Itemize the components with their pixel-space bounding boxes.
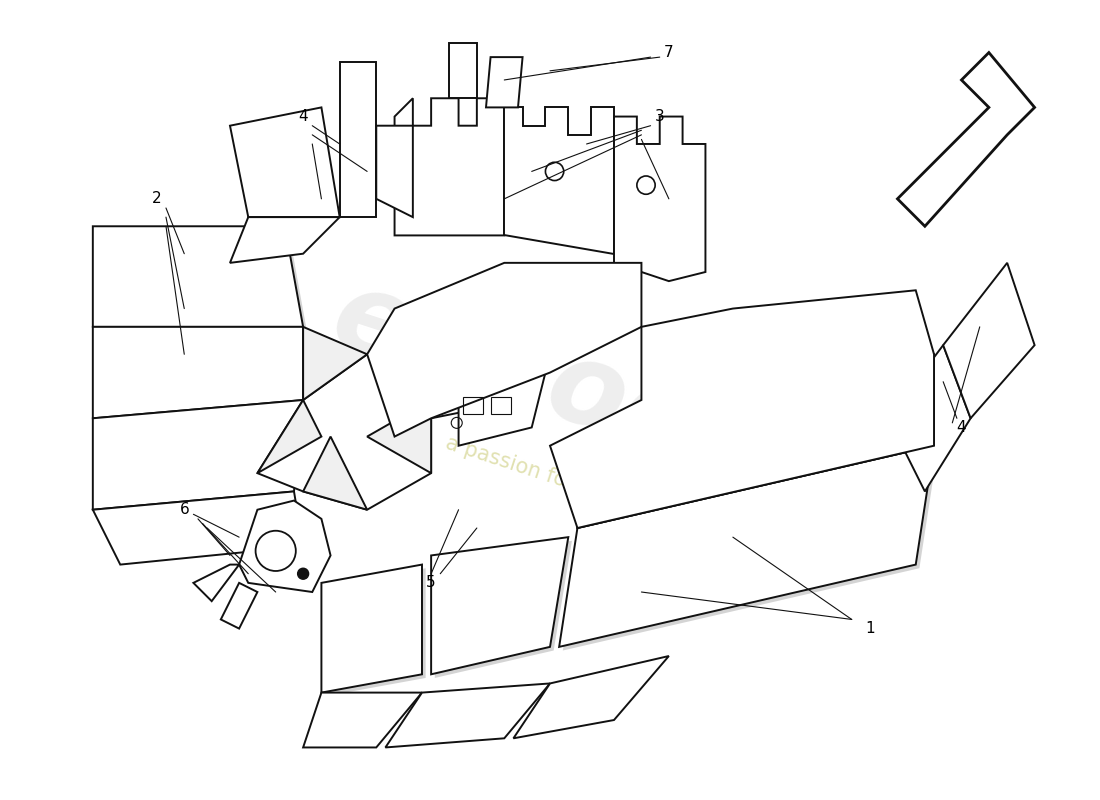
Text: 4: 4: [298, 109, 308, 124]
Polygon shape: [230, 217, 340, 263]
Polygon shape: [321, 565, 422, 693]
Polygon shape: [221, 583, 257, 629]
Text: 3: 3: [654, 109, 664, 124]
Polygon shape: [257, 400, 321, 473]
Polygon shape: [943, 263, 1035, 418]
Polygon shape: [376, 126, 412, 217]
Polygon shape: [92, 491, 304, 565]
Polygon shape: [459, 354, 550, 446]
Polygon shape: [434, 541, 572, 678]
Polygon shape: [326, 568, 426, 696]
Polygon shape: [563, 450, 937, 650]
Polygon shape: [230, 107, 340, 217]
Polygon shape: [239, 501, 331, 592]
Polygon shape: [97, 230, 307, 330]
Polygon shape: [340, 62, 376, 217]
Polygon shape: [92, 400, 304, 510]
Text: 6: 6: [179, 502, 189, 518]
Text: 5: 5: [427, 575, 436, 590]
Polygon shape: [581, 358, 937, 532]
Polygon shape: [898, 53, 1035, 226]
Bar: [463, 398, 483, 414]
Polygon shape: [194, 565, 239, 601]
Text: 1: 1: [866, 621, 874, 636]
Polygon shape: [304, 327, 367, 400]
Polygon shape: [559, 446, 934, 647]
Text: 4: 4: [957, 420, 966, 435]
Text: 2: 2: [152, 191, 162, 206]
Polygon shape: [578, 354, 934, 528]
Polygon shape: [550, 290, 934, 528]
Polygon shape: [514, 656, 669, 738]
Polygon shape: [92, 226, 304, 327]
Bar: [491, 398, 510, 414]
Polygon shape: [431, 537, 569, 674]
Polygon shape: [304, 437, 367, 510]
Polygon shape: [367, 400, 431, 473]
Text: echoes: echoes: [319, 259, 781, 504]
Polygon shape: [367, 263, 641, 437]
Polygon shape: [257, 354, 431, 510]
Polygon shape: [92, 327, 304, 418]
Polygon shape: [304, 693, 422, 747]
Text: a passion for parts since 1985: a passion for parts since 1985: [443, 434, 749, 550]
Polygon shape: [431, 290, 550, 418]
Text: 7: 7: [664, 45, 673, 60]
Polygon shape: [450, 43, 477, 98]
Polygon shape: [889, 345, 970, 491]
Polygon shape: [504, 107, 614, 254]
Circle shape: [298, 568, 309, 579]
Polygon shape: [486, 57, 522, 107]
Polygon shape: [385, 683, 550, 747]
Polygon shape: [614, 117, 705, 281]
Polygon shape: [395, 98, 504, 235]
